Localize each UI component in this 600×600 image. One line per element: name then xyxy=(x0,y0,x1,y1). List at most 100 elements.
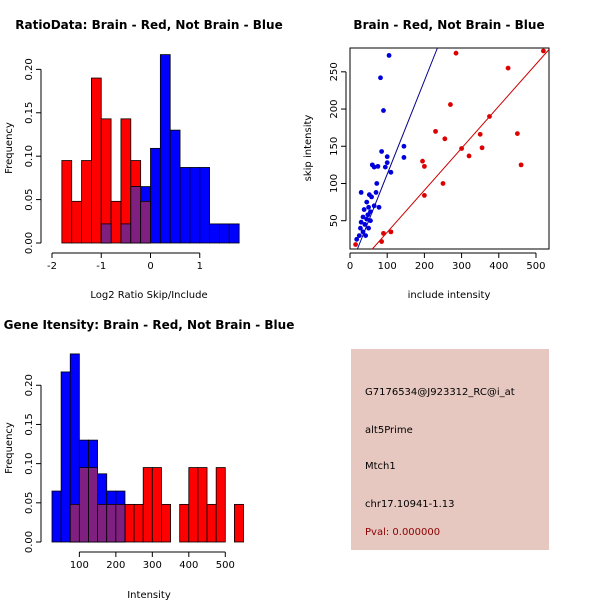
ratio-hist-overlap-bar xyxy=(120,223,132,244)
gene-hist-brain-bar xyxy=(234,503,244,543)
scatter-points xyxy=(353,48,546,247)
ratio-hist-bars xyxy=(61,54,240,244)
brain-point xyxy=(518,162,524,168)
scatter-ylabel: skip intensity xyxy=(303,115,314,182)
gene-hist-brain-bar xyxy=(188,467,199,543)
gene-hist-overlap-bar xyxy=(69,503,80,543)
notbrain-point xyxy=(373,190,379,195)
gene-hist-ylabel: Frequency xyxy=(4,422,15,474)
brain-point xyxy=(514,131,520,137)
brain-point xyxy=(353,242,358,247)
notbrain-point xyxy=(378,75,383,81)
ratio-hist-y-tick-label: 0.20 xyxy=(24,58,35,80)
ratio-hist-brain-bar xyxy=(91,77,102,244)
brain-point xyxy=(448,102,453,107)
gene-hist-overlap-bar xyxy=(106,503,117,543)
gene-intensity-histogram-panel: Gene Itensity: Brain - Red, Not Brain - … xyxy=(4,318,295,600)
notbrain-point xyxy=(368,218,373,224)
scatter-x-tick-label: 200 xyxy=(415,261,434,272)
brain-point xyxy=(505,65,511,71)
ratio-hist-y-tick-label: 0.05 xyxy=(24,188,35,210)
gene-hist-overlap-bar xyxy=(97,503,108,543)
ratio-hist-notbrain-bar xyxy=(150,147,161,244)
probe-id-text: G7176534@J923312_RC@i_at xyxy=(365,387,515,398)
notbrain-point xyxy=(381,108,386,113)
gene-hist-y-tick-label: 0.05 xyxy=(24,492,35,514)
scatter-xlabel: include intensity xyxy=(408,290,491,301)
gene-hist-brain-bar xyxy=(151,467,162,543)
brain-point xyxy=(479,145,485,151)
ratio-hist-brain-bar xyxy=(81,160,92,244)
scatter-x-tick-label: 400 xyxy=(489,261,508,272)
gene-hist-x-tick-label: 100 xyxy=(70,560,89,571)
ratio-hist-brain-bar xyxy=(71,200,82,244)
gene-hist-overlap-bar xyxy=(78,467,89,543)
ratio-hist-overlap-bar xyxy=(130,186,142,244)
notbrain-point xyxy=(363,233,369,239)
scatter-title: Brain - Red, Not Brain - Blue xyxy=(353,18,544,32)
notbrain-point xyxy=(384,160,390,166)
scatter-y-tick-label: 250 xyxy=(329,62,340,81)
notbrain-point xyxy=(364,199,370,205)
ratio-hist-x-tick-label: 0 xyxy=(147,261,153,272)
gene-hist-brain-bar xyxy=(197,467,208,543)
brain-point xyxy=(379,239,385,244)
ratio-hist-notbrain-bar xyxy=(179,167,191,244)
notbrain-point xyxy=(361,207,367,212)
gene-hist-x-tick-label: 400 xyxy=(179,560,198,571)
gene-hist-x-tick-label: 200 xyxy=(106,560,125,571)
gene-hist-y-tick-label: 0.10 xyxy=(24,452,35,474)
brain-point xyxy=(421,163,427,169)
ratio-hist-overlap-bar xyxy=(140,200,151,244)
ratio-hist-overlap-bar xyxy=(100,223,112,244)
scatter-y-tick-label: 50 xyxy=(329,214,340,227)
notbrain-fit-line xyxy=(356,47,438,250)
scatter-y-tick-label: 200 xyxy=(329,99,340,118)
notbrain-point xyxy=(356,233,362,239)
brain-point xyxy=(381,230,386,236)
ratio-hist-x-tick-label: 1 xyxy=(197,261,203,272)
ratio-hist-notbrain-bar xyxy=(159,54,171,244)
notbrain-point xyxy=(358,190,364,195)
ratio-hist-xlabel: Log2 Ratio Skip/Include xyxy=(90,290,207,301)
ratio-hist-brain-bar xyxy=(110,200,122,244)
gene-name-text: Mtch1 xyxy=(365,461,396,472)
scatter-fit-lines xyxy=(356,47,550,250)
notbrain-point xyxy=(379,149,385,154)
scatter-x-tick-label: 500 xyxy=(526,261,545,272)
notbrain-point xyxy=(386,53,392,58)
ratio-hist-axes: -2 -1 0 1 0.00 0.05 0.10 0.15 0.20 xyxy=(24,58,203,272)
brain-point xyxy=(433,128,438,134)
gene-hist-brain-bar xyxy=(124,503,135,543)
ratio-hist-notbrain-bar xyxy=(228,223,240,244)
gene-hist-y-tick-label: 0.00 xyxy=(24,531,35,553)
brain-point xyxy=(442,136,448,142)
ratio-hist-ylabel: Frequency xyxy=(4,122,15,174)
scatter-y-tick-label: 150 xyxy=(329,137,340,156)
ratio-hist-x-tick-label: -1 xyxy=(96,261,106,272)
ratio-hist-title: RatioData: Brain - Red, Not Brain - Blue xyxy=(15,18,282,32)
scatter-x-tick-label: 100 xyxy=(378,261,397,272)
notbrain-point xyxy=(360,229,366,235)
notbrain-point xyxy=(401,155,407,160)
notbrain-point xyxy=(360,214,366,220)
gene-hist-notbrain-bar xyxy=(51,490,62,543)
gene-hist-brain-bar xyxy=(161,503,171,543)
info-panel: G7176534@J923312_RC@i_at alt5Prime Mtch1… xyxy=(351,349,549,550)
notbrain-point xyxy=(371,164,377,170)
gene-hist-brain-bar xyxy=(133,503,144,543)
location-text: chr17.10941-1.13 xyxy=(365,499,455,510)
gene-hist-bars xyxy=(51,353,244,543)
brain-point xyxy=(459,146,464,151)
notbrain-point xyxy=(366,225,371,231)
notbrain-point xyxy=(369,194,374,200)
scatter-y-tick-label: 100 xyxy=(329,174,340,193)
scatter-x-tick-label: 0 xyxy=(347,261,353,272)
ratio-hist-notbrain-bar xyxy=(209,223,220,244)
brain-point xyxy=(421,193,427,198)
ratio-hist-notbrain-bar xyxy=(199,167,211,244)
ratio-hist-notbrain-bar xyxy=(219,223,230,244)
gene-hist-xlabel: Intensity xyxy=(127,590,171,600)
brain-point xyxy=(388,229,394,235)
